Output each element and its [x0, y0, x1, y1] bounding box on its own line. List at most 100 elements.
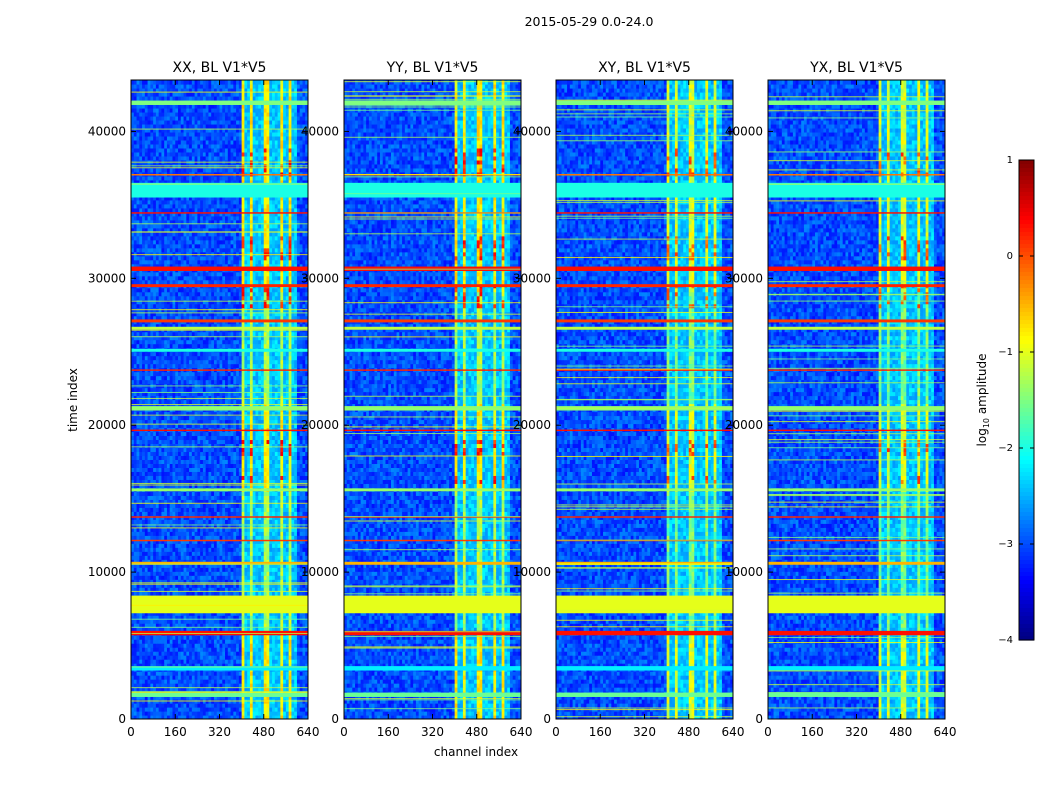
heatmap-cell	[288, 483, 293, 488]
heatmap-cell	[131, 619, 135, 624]
heatmap-cell	[225, 447, 229, 453]
heatmap-cell	[194, 471, 198, 476]
heatmap-cell	[247, 467, 251, 472]
heatmap-cell	[147, 543, 151, 548]
heatmap-cell	[211, 411, 215, 417]
heatmap-cell	[180, 523, 185, 528]
heatmap-cell	[294, 463, 298, 468]
heatmap-cell	[169, 419, 174, 425]
heatmap-cell	[294, 635, 298, 640]
heatmap-cell	[216, 551, 221, 556]
heatmap-cell	[230, 583, 234, 588]
heatmap-cell	[205, 559, 210, 564]
heatmap-cell	[158, 471, 163, 476]
heatmap-cell	[205, 531, 210, 536]
heatmap-cell	[211, 583, 215, 588]
heatmap-cell	[216, 583, 221, 588]
heatmap-cell	[280, 479, 284, 484]
heatmap-cell	[164, 639, 168, 644]
heatmap-cell	[283, 531, 287, 536]
heatmap-cell	[166, 715, 171, 719]
heatmap-cell	[219, 671, 223, 676]
heatmap-cell	[208, 411, 212, 417]
heatmap-cell	[260, 483, 265, 488]
heatmap-cell	[247, 511, 251, 516]
heatmap-cell	[180, 663, 185, 668]
heatmap-cell	[219, 423, 223, 429]
heatmap-cell	[255, 455, 259, 460]
heatmap-cell	[249, 611, 254, 616]
heatmap-cell	[249, 507, 254, 512]
heatmap-cell	[158, 623, 163, 628]
heatmap-cell	[219, 575, 223, 580]
heatmap-cell	[283, 587, 287, 592]
heatmap-cell	[299, 559, 304, 564]
heatmap-cell	[230, 655, 234, 660]
heatmap-cell	[288, 639, 293, 644]
heatmap-cell	[252, 443, 257, 449]
heatmap-cell	[133, 639, 138, 644]
heatmap-cell	[194, 563, 198, 568]
heatmap-cell	[227, 559, 232, 564]
heatmap-cell	[213, 431, 218, 437]
heatmap-cell	[233, 587, 237, 592]
heatmap-cell	[191, 491, 196, 496]
heatmap-cell	[225, 451, 229, 457]
heatmap-cell	[285, 463, 290, 468]
heatmap-cell	[202, 411, 207, 417]
heatmap-cell	[244, 671, 248, 676]
heatmap-cell	[233, 623, 237, 628]
heatmap-cell	[133, 611, 138, 616]
heatmap-cell	[213, 559, 218, 564]
heatmap-cell	[178, 531, 182, 536]
heatmap-cell	[191, 695, 196, 700]
heatmap-cell	[150, 655, 154, 660]
heatmap-cell	[252, 571, 257, 576]
heatmap-cell	[142, 615, 146, 620]
heatmap-cell	[150, 511, 154, 516]
heatmap-cell	[227, 579, 232, 584]
heatmap-cell	[291, 523, 295, 528]
heatmap-cell	[213, 683, 218, 688]
heatmap-cell	[194, 479, 198, 484]
heatmap-cell	[244, 527, 248, 532]
heatmap-cell	[142, 659, 146, 664]
heatmap-cell	[219, 659, 223, 664]
heatmap-cell	[150, 451, 154, 457]
heatmap-cell	[166, 559, 171, 564]
heatmap-cell	[277, 415, 281, 421]
heatmap-cell	[280, 535, 284, 540]
heatmap-cell	[249, 431, 254, 437]
heatmap-cell	[211, 447, 215, 453]
heatmap-cell	[296, 431, 301, 437]
heatmap-cell	[136, 479, 140, 484]
heatmap-cell	[222, 567, 226, 572]
heatmap-cell	[280, 539, 284, 544]
heatmap-cell	[305, 455, 308, 460]
heatmap-cell	[191, 655, 196, 660]
heatmap-cell	[274, 423, 279, 429]
heatmap-cell	[294, 495, 298, 500]
heatmap-cell	[241, 475, 245, 480]
heatmap-cell	[291, 559, 295, 564]
heatmap-cell	[227, 539, 232, 544]
heatmap-cell	[161, 467, 165, 472]
heatmap-cell	[260, 519, 265, 524]
heatmap-cell	[213, 419, 218, 425]
heatmap-cell	[208, 559, 212, 564]
heatmap-cell	[241, 415, 245, 421]
heatmap-cell	[133, 675, 138, 680]
heatmap-cell	[222, 707, 226, 712]
heatmap-cell	[194, 639, 198, 644]
heatmap-cell	[197, 679, 201, 684]
heatmap-cell	[147, 431, 151, 437]
heatmap-cell	[211, 623, 215, 628]
heatmap-cell	[183, 707, 187, 712]
heatmap-cell	[244, 519, 248, 524]
heatmap-cell	[258, 459, 262, 464]
heatmap-cell	[202, 455, 207, 460]
heatmap-cell	[175, 679, 179, 684]
heatmap-cell	[158, 423, 163, 429]
heatmap-cell	[277, 551, 281, 556]
heatmap-cell	[230, 679, 234, 684]
